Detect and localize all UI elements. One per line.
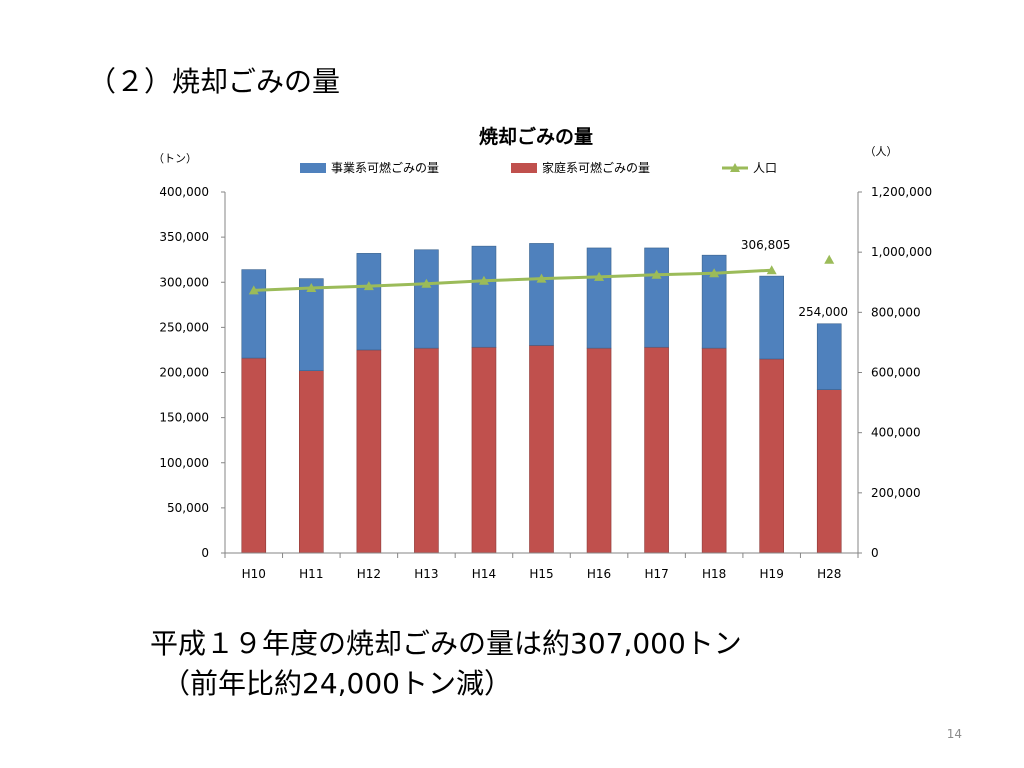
population-marker-H14 (478, 275, 489, 285)
bar-business-H28 (816, 323, 842, 390)
bars (241, 243, 842, 554)
chart-title: 焼却ごみの量 (479, 125, 593, 148)
left-axis-tick-label: 0 (201, 546, 209, 560)
x-axis-tick-label: H12 (357, 567, 381, 581)
data-label-H28: 254,000 (798, 305, 848, 319)
bar-household-H19 (759, 358, 784, 554)
bar-business-H10 (241, 269, 267, 359)
population-marker-H10 (248, 285, 259, 295)
bar-business-H14 (471, 245, 497, 348)
summary-line-2: （前年比約24,000トン減） (162, 667, 512, 700)
population-marker-H16 (594, 271, 605, 281)
x-axis-tick-label: H18 (702, 567, 726, 581)
x-axis-tick-label: H10 (242, 567, 266, 581)
left-axis-tick-label: 250,000 (159, 320, 209, 334)
bar-business-H15 (529, 243, 554, 346)
right-axis-tick-label: 400,000 (871, 426, 921, 440)
bar-business-H11 (299, 278, 324, 371)
bar-household-H18 (701, 347, 727, 554)
bar-business-H12 (356, 253, 382, 351)
left-axis-tick-label: 200,000 (159, 366, 209, 380)
population-line (248, 254, 835, 295)
right-axis-tick-label: 600,000 (871, 366, 921, 380)
x-axis-tick-label: H11 (299, 567, 323, 581)
legend-bar-swatch (300, 163, 326, 173)
right-axis-tick-label: 0 (871, 546, 879, 560)
x-axis-tick-label: H14 (472, 567, 496, 581)
right-axis-tick-label: 200,000 (871, 486, 921, 500)
legend-label: 人口 (753, 161, 777, 175)
bar-household-H16 (586, 347, 612, 554)
left-axis-tick-label: 300,000 (159, 275, 209, 289)
population-marker-H18 (709, 268, 720, 278)
bar-household-H28 (816, 389, 842, 554)
x-axis-tick-label: H13 (414, 567, 438, 581)
x-axis-tick-label: H17 (644, 567, 668, 581)
bar-household-H10 (241, 357, 267, 554)
bar-household-H17 (644, 346, 669, 554)
waste-chart: 0 50,000 100,000 150,000 200,000 250,000 300,0… (153, 125, 932, 581)
left-axis-tick-label: 100,000 (159, 456, 209, 470)
bar-household-H12 (356, 349, 382, 554)
left-axis-unit: （トン） (153, 152, 197, 165)
right-axis-unit: （人） (865, 145, 898, 158)
summary-text: 平成１９年度の焼却ごみの量は約307,000トン （前年比約24,000トン減） (150, 624, 742, 704)
right-axis-tick-label: 1,000,000 (871, 245, 932, 259)
bar-household-H11 (299, 370, 324, 554)
population-marker-H19 (766, 265, 777, 275)
left-axis-tick-label: 350,000 (159, 230, 209, 244)
left-axis-tick-label: 150,000 (159, 411, 209, 425)
bar-household-H15 (529, 345, 554, 554)
page-number: 14 (946, 727, 962, 741)
bar-household-H14 (471, 346, 497, 554)
population-marker-H12 (363, 281, 374, 291)
x-axis-tick-label: H16 (587, 567, 611, 581)
legend-label: 家庭系可燃ごみの量 (542, 160, 650, 175)
left-axis-tick-label: 400,000 (159, 185, 209, 199)
summary-line-1: 平成１９年度の焼却ごみの量は約307,000トン (150, 627, 742, 660)
right-axis-tick-label: 800,000 (871, 305, 921, 319)
bar-business-H17 (644, 247, 669, 348)
axes: 0 50,000 100,000 150,000 200,000 250,000 300,0… (159, 185, 932, 581)
legend: 事業系可燃ごみの量 家庭系可燃ごみの量 人口 (300, 160, 777, 175)
bar-business-H19 (759, 275, 784, 360)
population-marker-H17 (651, 269, 662, 279)
left-axis-tick-label: 50,000 (167, 501, 209, 515)
legend-marker-swatch (730, 163, 740, 172)
bar-business-H16 (586, 247, 612, 349)
bar-business-H13 (414, 249, 439, 349)
population-marker-H11 (306, 282, 317, 292)
population-marker-H15 (536, 273, 547, 283)
population-marker-H28 (824, 254, 835, 264)
x-axis-tick-label: H15 (529, 567, 553, 581)
population-marker-H13 (421, 278, 432, 288)
right-axis-tick-label: 1,200,000 (871, 185, 932, 199)
population-line-path (253, 268, 772, 292)
labels: 306,805 254,000 (741, 238, 848, 319)
bar-household-H13 (414, 347, 439, 554)
slide-title: （２）焼却ごみの量 (88, 65, 341, 98)
x-axis-tick-label: H28 (817, 567, 841, 581)
x-axis-tick-label: H19 (760, 567, 784, 581)
legend-label: 事業系可燃ごみの量 (331, 160, 439, 175)
legend-bar-swatch (511, 163, 537, 173)
data-label-H19: 306,805 (741, 238, 791, 252)
